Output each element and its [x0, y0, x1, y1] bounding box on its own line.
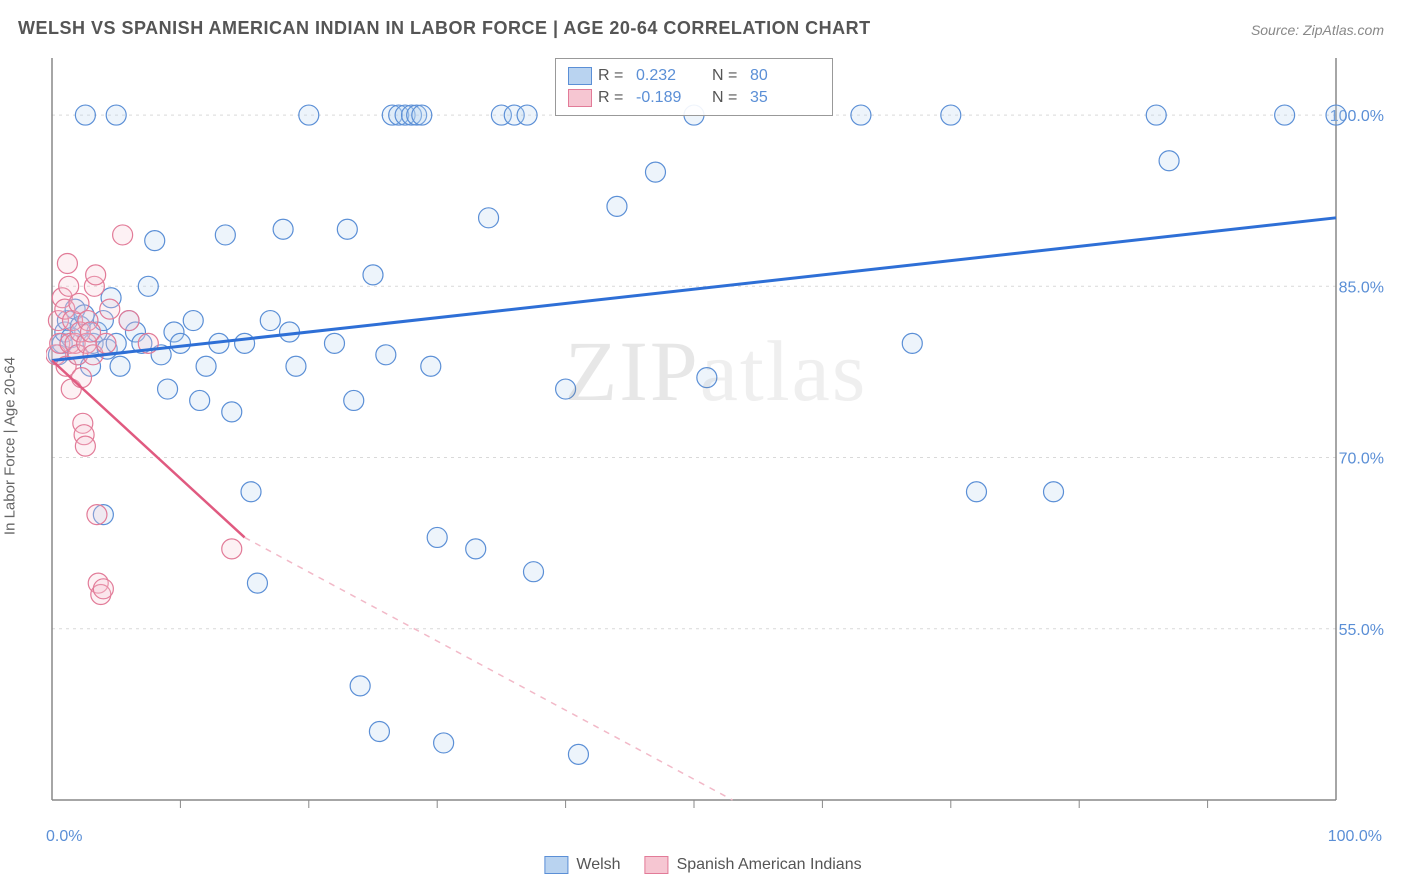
svg-text:55.0%: 55.0% [1339, 622, 1384, 639]
r-label: R = [598, 89, 630, 107]
r-label: R = [598, 67, 630, 85]
n-label: N = [712, 67, 744, 85]
chart-area: 55.0%70.0%85.0%100.0% ZIPatlas [46, 52, 1386, 812]
swatch-welsh [568, 67, 592, 85]
legend-swatch-welsh [544, 856, 568, 874]
x-tick-max: 100.0% [1328, 828, 1382, 846]
legend-swatch-spanish [645, 856, 669, 874]
legend-item-welsh: Welsh [544, 856, 620, 874]
svg-text:70.0%: 70.0% [1339, 451, 1384, 468]
legend-label-welsh: Welsh [576, 856, 620, 874]
chart-title: WELSH VS SPANISH AMERICAN INDIAN IN LABO… [18, 18, 871, 39]
stats-legend: R = 0.232 N = 80 R = -0.189 N = 35 [555, 58, 833, 116]
x-tick-min: 0.0% [46, 828, 82, 846]
n-value: 35 [750, 89, 820, 107]
stats-row-welsh: R = 0.232 N = 80 [568, 65, 820, 87]
series-legend: Welsh Spanish American Indians [544, 856, 861, 874]
r-value: -0.189 [636, 89, 706, 107]
n-value: 80 [750, 67, 820, 85]
scatter-chart-svg: 55.0%70.0%85.0%100.0% [46, 52, 1386, 812]
source-attribution: Source: ZipAtlas.com [1251, 22, 1384, 38]
legend-label-spanish: Spanish American Indians [677, 856, 862, 874]
r-value: 0.232 [636, 67, 706, 85]
n-label: N = [712, 89, 744, 107]
svg-text:85.0%: 85.0% [1339, 279, 1384, 296]
legend-item-spanish: Spanish American Indians [645, 856, 862, 874]
stats-row-spanish: R = -0.189 N = 35 [568, 87, 820, 109]
y-axis-label: In Labor Force | Age 20-64 [2, 357, 19, 535]
swatch-spanish [568, 89, 592, 107]
